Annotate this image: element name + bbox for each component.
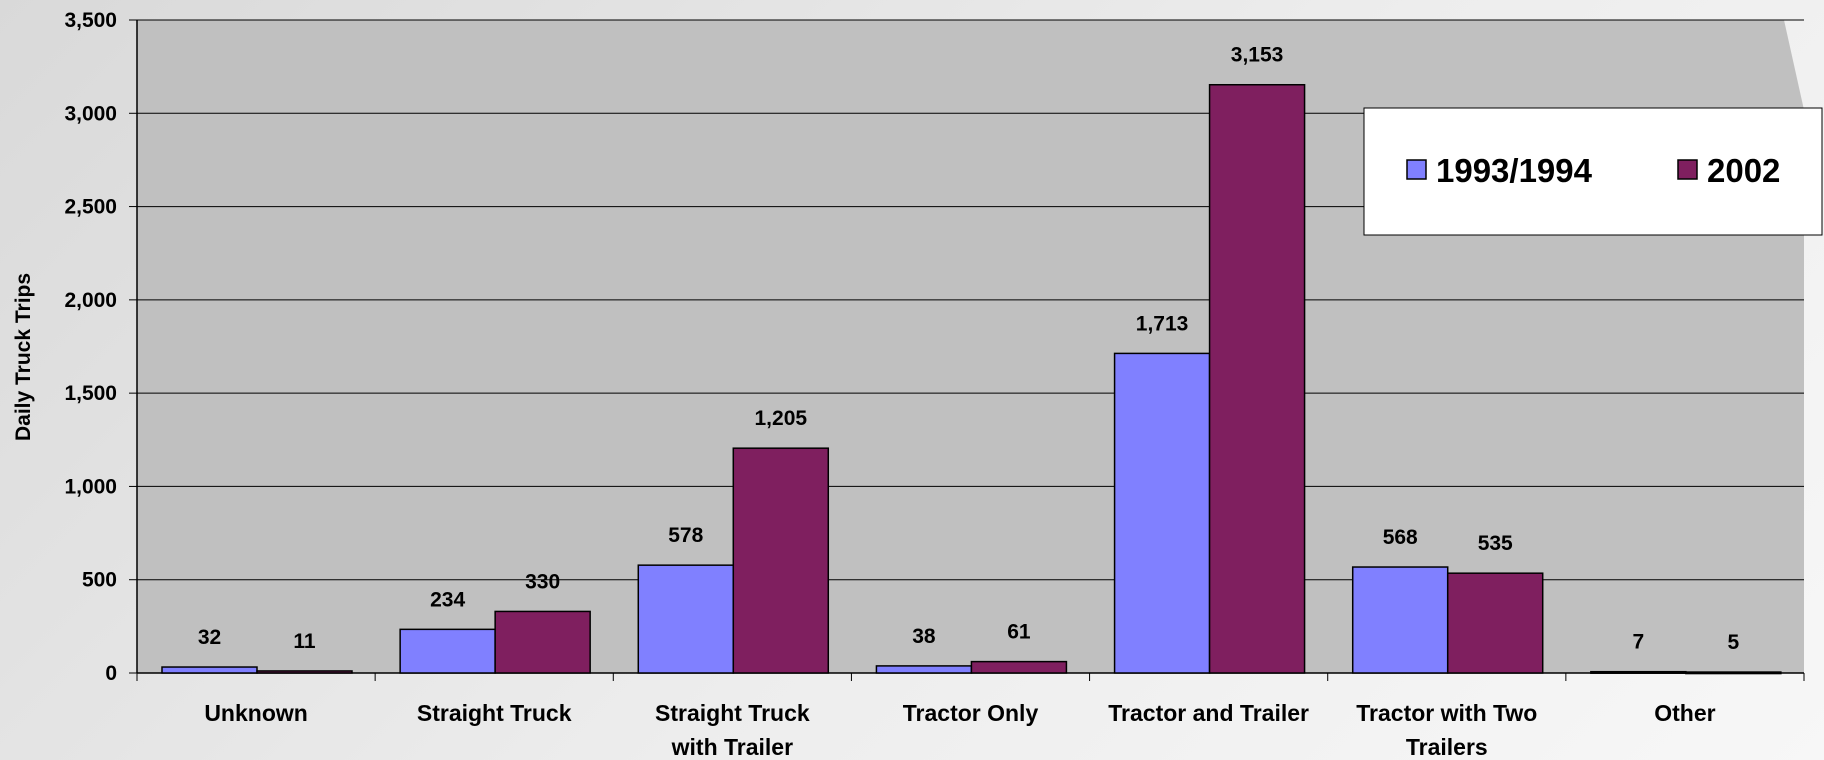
x-category-label: Tractor Only <box>903 700 1039 726</box>
x-category-label: Tractor and Trailer <box>1108 700 1309 726</box>
bar-series2 <box>494 610 591 674</box>
data-label: 330 <box>525 570 560 593</box>
legend-box <box>1363 107 1823 236</box>
data-label: 11 <box>293 630 316 653</box>
legend-label-series2: 2002 <box>1707 152 1780 189</box>
data-label: 38 <box>912 625 936 648</box>
bar-series1 <box>1113 352 1211 674</box>
x-category-label: with Trailer <box>671 734 793 760</box>
data-label: 1,713 <box>1136 312 1189 335</box>
bar-series2 <box>256 670 353 674</box>
bar-series1 <box>637 564 735 674</box>
bar-series1 <box>1590 670 1687 674</box>
bar-series2 <box>732 447 830 674</box>
y-tick-label: 500 <box>82 569 117 592</box>
x-category-label: Other <box>1654 700 1715 726</box>
bar-series2 <box>970 660 1068 674</box>
y-tick-label: 2,500 <box>64 196 117 219</box>
data-label: 568 <box>1383 526 1418 549</box>
data-label: 234 <box>430 588 465 611</box>
bar-series2 <box>1208 83 1306 674</box>
legend-label-series1: 1993/1994 <box>1436 152 1593 189</box>
y-tick-label: 3,000 <box>64 102 117 125</box>
legend-swatch-series1 <box>1406 159 1427 180</box>
x-category-label: Straight Truck <box>417 700 572 726</box>
y-tick-label: 0 <box>105 662 117 685</box>
data-label: 7 <box>1633 631 1645 654</box>
y-axis-title: Daily Truck Trips <box>12 273 35 441</box>
y-tick-label: 1,000 <box>64 475 117 498</box>
bar-series1 <box>161 666 258 674</box>
data-label: 61 <box>1007 621 1031 644</box>
bar-series2 <box>1446 572 1544 674</box>
bar-series1 <box>1351 566 1449 674</box>
x-category-label: Trailers <box>1406 734 1488 760</box>
y-tick-label: 2,000 <box>64 289 117 312</box>
bar-series1 <box>399 628 496 674</box>
data-label: 578 <box>668 524 703 547</box>
x-category-label: Unknown <box>204 700 308 726</box>
x-category-label: Straight Truck <box>655 700 810 726</box>
y-tick-label: 1,500 <box>64 382 117 405</box>
bar-series2 <box>1685 671 1782 675</box>
data-label: 5 <box>1728 631 1740 654</box>
bar-series1 <box>875 665 973 674</box>
x-category-label: Tractor with Two <box>1356 700 1537 726</box>
data-label: 1,205 <box>755 407 808 430</box>
y-tick-label: 3,500 <box>64 9 117 32</box>
data-label: 32 <box>198 626 221 649</box>
data-label: 535 <box>1478 532 1513 555</box>
legend-swatch-series2 <box>1677 159 1698 180</box>
data-label: 3,153 <box>1231 44 1284 67</box>
